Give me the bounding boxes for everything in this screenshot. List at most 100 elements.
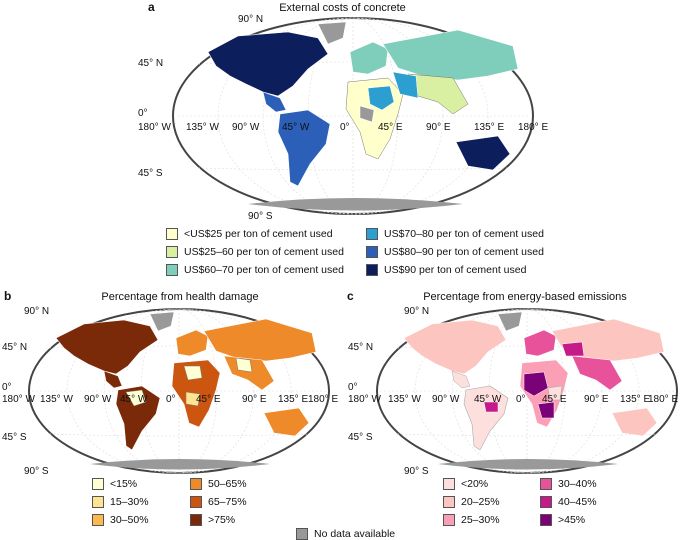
- lon-label-135e: 135° E: [620, 394, 650, 405]
- lon-label-0: 0°: [340, 122, 350, 133]
- panel-c-map: 90° N 45° N 0° 45° S 90° S 180° W 135° W…: [348, 306, 678, 477]
- lon-label-45e: 45° E: [542, 394, 567, 405]
- lat-label-0: 0°: [348, 382, 358, 393]
- lon-label-90e: 90° E: [426, 122, 451, 133]
- legend-swatch: [366, 264, 378, 276]
- lat-label-0: 0°: [2, 382, 12, 393]
- lat-label-0: 0°: [138, 108, 148, 119]
- legend-label: US$70–80 per ton of cement used: [384, 228, 544, 240]
- legend-swatch-no-data: [296, 528, 308, 540]
- legend-label: US$25–60 per ton of cement used: [184, 246, 344, 258]
- lat-label-90s: 90° S: [24, 466, 49, 477]
- legend-label: 65–75%: [208, 496, 247, 508]
- lat-label-90n: 90° N: [238, 14, 263, 25]
- australia-region: [455, 135, 511, 171]
- lon-label-90e: 90° E: [584, 394, 609, 405]
- lon-label-45w: 45° W: [282, 122, 310, 133]
- lat-label-90s: 90° S: [404, 466, 429, 477]
- lat-label-90s: 90° S: [248, 211, 273, 222]
- legend-label: 40–45%: [558, 496, 597, 508]
- legend-label: 50–65%: [208, 478, 247, 490]
- lat-label-90n: 90° N: [24, 306, 49, 317]
- legend-c-item-3: 30–40%: [540, 478, 597, 490]
- legend-b-item-1: 15–30%: [92, 496, 149, 508]
- north-america-region: [55, 319, 159, 375]
- legend-a-item-3: US$70–80 per ton of cement used: [366, 228, 544, 240]
- panel-a-letter: a: [148, 0, 155, 14]
- australia-region: [263, 407, 310, 437]
- lon-label-45w: 45° W: [120, 394, 148, 405]
- panel-a-map: 90° N 45° N 0° 45° S 90° S 180° W 135° W…: [138, 14, 548, 222]
- legend-swatch: [92, 514, 104, 526]
- legend-swatch: [190, 478, 202, 490]
- south-america-region: [115, 385, 161, 451]
- lat-label-45s: 45° S: [348, 432, 373, 443]
- legend-swatch: [443, 496, 455, 508]
- antarctica-region: [438, 459, 618, 470]
- australia-region: [611, 407, 658, 437]
- legend-swatch: [92, 478, 104, 490]
- legend-a-item-4: US$80–90 per ton of cement used: [366, 246, 544, 258]
- legend-swatch: [166, 246, 178, 258]
- panel-b-map: 90° N 45° N 0° 45° S 90° S 180° W 135° W…: [2, 306, 338, 477]
- lat-label-45n: 45° N: [2, 342, 27, 353]
- lon-label-0: 0°: [516, 394, 526, 405]
- lon-label-45w: 45° W: [474, 394, 502, 405]
- legend-swatch: [190, 496, 202, 508]
- legend-label: US$60–70 per ton of cement used: [184, 264, 344, 276]
- lon-label-180e: 180° E: [648, 394, 678, 405]
- antarctica-region: [248, 198, 463, 211]
- legend-no-data: No data available: [296, 528, 395, 540]
- lon-label-180e: 180° E: [518, 122, 548, 133]
- lon-label-135e: 135° E: [474, 122, 504, 133]
- legend-label: 25–30%: [461, 514, 500, 526]
- panel-a-title: External costs of concrete: [279, 2, 406, 14]
- asia-region: [203, 318, 317, 362]
- legend-swatch: [190, 514, 202, 526]
- legend-b-item-0: <15%: [92, 478, 137, 490]
- lat-label-45n: 45° N: [348, 342, 373, 353]
- legend-label: <US$25 per ton of cement used: [184, 228, 333, 240]
- lon-label-135w: 135° W: [186, 122, 219, 133]
- panel-b-letter: b: [4, 289, 12, 303]
- south-america-region: [277, 109, 331, 187]
- legend-c-item-4: 40–45%: [540, 496, 597, 508]
- lon-label-135w: 135° W: [388, 394, 421, 405]
- europe-region: [349, 41, 389, 75]
- greenland-region: [317, 21, 347, 45]
- lon-label-90e: 90° E: [242, 394, 267, 405]
- legend-c-item-1: 20–25%: [443, 496, 500, 508]
- legend-swatch: [540, 496, 552, 508]
- legend-swatch: [540, 478, 552, 490]
- lon-label-45e: 45° E: [378, 122, 403, 133]
- lon-label-0: 0°: [166, 394, 176, 405]
- lat-label-90n: 90° N: [404, 306, 429, 317]
- panel-b-title: Percentage from health damage: [101, 291, 259, 303]
- lat-label-45n: 45° N: [138, 58, 163, 69]
- legend-a-item-5: US$90 per ton of cement used: [366, 264, 526, 276]
- legend-swatch: [443, 478, 455, 490]
- greenland-region: [149, 311, 175, 332]
- lon-label-45e: 45° E: [196, 394, 221, 405]
- legend-a-item-2: US$60–70 per ton of cement used: [166, 264, 344, 276]
- legend-label-no-data: No data available: [314, 528, 396, 540]
- legend-label: <15%: [110, 478, 138, 490]
- legend-label: 30–40%: [558, 478, 597, 490]
- antarctica-region: [90, 459, 270, 470]
- lon-label-180w: 180° W: [2, 394, 35, 405]
- legend-b-item-2: 30–50%: [92, 514, 149, 526]
- legend-label: <20%: [461, 478, 489, 490]
- legend-swatch: [366, 246, 378, 258]
- legend-b-item-4: 65–75%: [190, 496, 247, 508]
- legend-label: 15–30%: [110, 496, 149, 508]
- lat-label-45s: 45° S: [138, 168, 163, 179]
- legend-swatch: [540, 514, 552, 526]
- lat-label-45s: 45° S: [2, 432, 27, 443]
- legend-c-item-5: >45%: [540, 514, 585, 526]
- legend-c-item-0: <20%: [443, 478, 488, 490]
- legend-label: 20–25%: [461, 496, 500, 508]
- europe-region: [175, 329, 209, 357]
- europe-region: [523, 329, 557, 357]
- legend-b-item-3: 50–65%: [190, 478, 247, 490]
- legend-swatch: [366, 228, 378, 240]
